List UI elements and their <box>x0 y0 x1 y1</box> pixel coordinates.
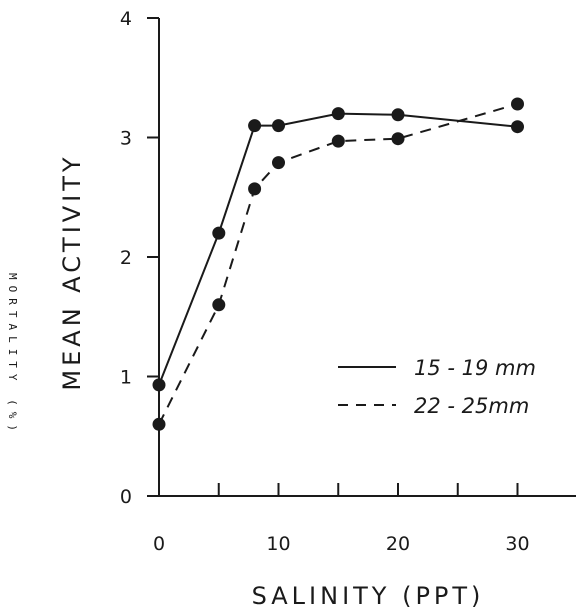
data-point-series-1 <box>391 108 405 122</box>
axes <box>158 18 576 497</box>
data-point-series-1 <box>511 120 524 134</box>
y-axis-label: MEAN ACTIVITY <box>58 153 86 390</box>
y-tick-label: 3 <box>120 128 132 150</box>
data-points <box>152 97 524 431</box>
y-tick-label: 0 <box>120 486 132 508</box>
data-point-series-2 <box>511 97 524 111</box>
data-point-series-1 <box>272 119 285 133</box>
y-tick-label: 1 <box>120 367 132 389</box>
data-point-series-2 <box>248 182 262 196</box>
y-tick-label: 2 <box>120 247 132 269</box>
data-point-series-1 <box>248 119 262 133</box>
y-tick-label: 4 <box>120 8 132 30</box>
data-point-series-1 <box>331 107 345 121</box>
x-tick-label: 30 <box>505 533 529 555</box>
side-label: MORTALITY (%) <box>6 273 19 437</box>
data-point-series-1 <box>212 226 226 240</box>
data-point-series-2 <box>272 156 285 170</box>
data-point-series-1 <box>152 378 166 392</box>
data-point-series-2 <box>212 298 226 312</box>
data-point-series-2 <box>152 417 166 431</box>
x-axis-label: SALINITY (PPT) <box>252 582 485 609</box>
y-ticks: 0 1 2 3 4 <box>120 8 159 508</box>
legend-label-series-1: 15 - 19 mm <box>414 356 536 380</box>
legend-label-series-2: 22 - 25mm <box>414 394 529 418</box>
x-ticks: 0 10 20 30 <box>153 483 530 555</box>
series-line-1 <box>158 112 518 386</box>
x-tick-label: 0 <box>153 533 165 555</box>
data-point-series-2 <box>331 134 345 148</box>
legend: 15 - 19 mm 22 - 25mm <box>338 356 536 418</box>
x-tick-label: 10 <box>266 533 290 555</box>
x-tick-label: 20 <box>386 533 410 555</box>
data-point-series-2 <box>391 132 405 146</box>
